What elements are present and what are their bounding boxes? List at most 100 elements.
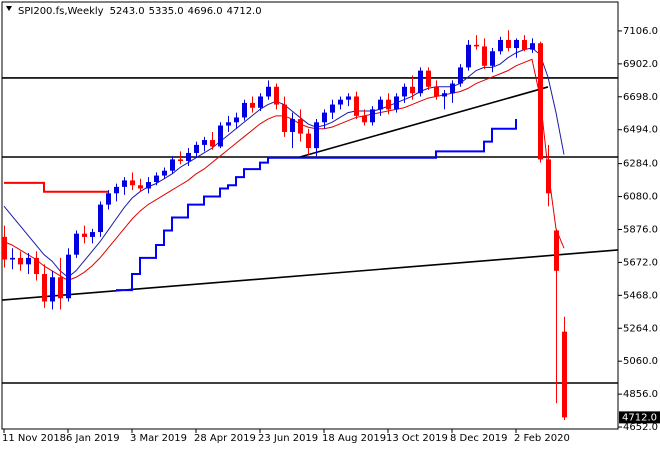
y-tick-label: 4652.0 [623,422,658,433]
menu-icon [6,6,12,11]
candle-body [250,102,255,108]
candle-body [218,125,223,147]
candle-body [306,133,311,149]
candle-body [154,175,159,183]
candle-body [234,117,239,123]
x-tick-label: 18 Aug 2019 [322,433,386,444]
candle-body [426,70,431,87]
candle-body [562,331,567,418]
y-tick-label: 5264.0 [623,323,658,334]
candle-body [258,96,263,108]
candle-body [298,119,303,134]
x-tick-label: 6 Jan 2019 [66,433,120,444]
candle-body [554,230,559,271]
y-tick-label: 5060.0 [623,356,658,367]
candle-body [194,144,199,153]
trendline [1,249,619,301]
candle-body [482,46,487,66]
header-value: 5335.0 [149,6,184,17]
candle-body [2,236,7,260]
step-line [116,119,517,292]
candle-body [450,83,455,94]
last-price-box [619,411,660,424]
candle-body [370,109,375,123]
candle-body [314,122,319,149]
candle-body [506,39,511,49]
y-tick-label: 6494.0 [623,125,658,136]
candle-body [58,277,63,299]
candle-body [490,51,495,66]
header-value: 4712.0 [227,6,262,17]
candle-body [418,70,423,94]
candle-body [130,180,135,186]
candle-body [266,86,271,97]
trendline [299,86,549,158]
candle-body [242,102,247,118]
x-tick-label: 13 Oct 2019 [386,433,448,444]
candle-body [434,86,439,97]
candle-body [50,277,55,302]
candle-body [410,86,415,94]
candle-body [106,193,111,205]
candle-body [394,96,399,110]
header-value: 4696.0 [188,6,223,17]
x-tick-label: 23 Jun 2019 [258,433,318,444]
y-tick-label: 5876.0 [623,224,658,235]
candle-body [362,115,367,123]
candle-body [378,99,383,110]
candle-body [82,233,87,237]
candle-body [514,39,519,49]
y-tick-label: 6080.0 [623,192,658,203]
candle-body [522,39,527,50]
header-value: 5243.0 [110,6,145,17]
x-tick-label: 2 Feb 2020 [514,433,570,444]
candle-body [338,99,343,105]
y-tick-label: 5468.0 [623,290,658,301]
y-tick-label: 4856.0 [623,389,658,400]
candle-body [10,257,15,260]
chart-title: SPI200.fs,Weekly [18,6,104,17]
candle-body [42,274,47,302]
candle-body [146,182,151,189]
candle-body [74,233,79,255]
y-tick-label: 6902.0 [623,59,658,70]
candle-body [458,67,463,84]
candle-body [546,159,551,194]
y-tick-label: 6284.0 [623,159,658,170]
candle-body [274,86,279,105]
candle-body [210,140,215,147]
candle-body [34,257,39,275]
candle-body [122,180,127,187]
candle-body [282,104,287,132]
chart-header: SPI200.fs,Weekly 5243.0 5335.0 4696.0 4712.0 [18,6,262,17]
last-price-label: 4712.0 [622,412,657,423]
candle-body [90,232,95,237]
candle-body [530,43,535,50]
y-tick-label: 5672.0 [623,257,658,268]
x-tick-label: 28 Apr 2019 [194,433,256,444]
candle-body [202,140,207,145]
plot-frame [1,1,619,430]
x-tick-label: 11 Nov 2018 [2,433,66,444]
x-tick-label: 8 Dec 2019 [450,433,508,444]
candle-body [66,254,71,299]
candle-body [98,204,103,233]
candle-body [18,257,23,265]
candle-body [186,152,191,162]
candle-body [322,112,327,123]
candle-body [498,39,503,52]
candle-body [330,104,335,113]
candle-body [162,170,167,176]
candle-body [442,93,447,97]
y-tick-label: 7106.0 [623,26,658,37]
candle-body [178,159,183,162]
y-tick-label: 6698.0 [623,92,658,103]
x-tick-label: 3 Mar 2019 [130,433,187,444]
candle-body [114,186,119,194]
candle-body [26,257,31,265]
candle-body [466,44,471,68]
candle-body [170,159,175,171]
candle-body [346,96,351,100]
